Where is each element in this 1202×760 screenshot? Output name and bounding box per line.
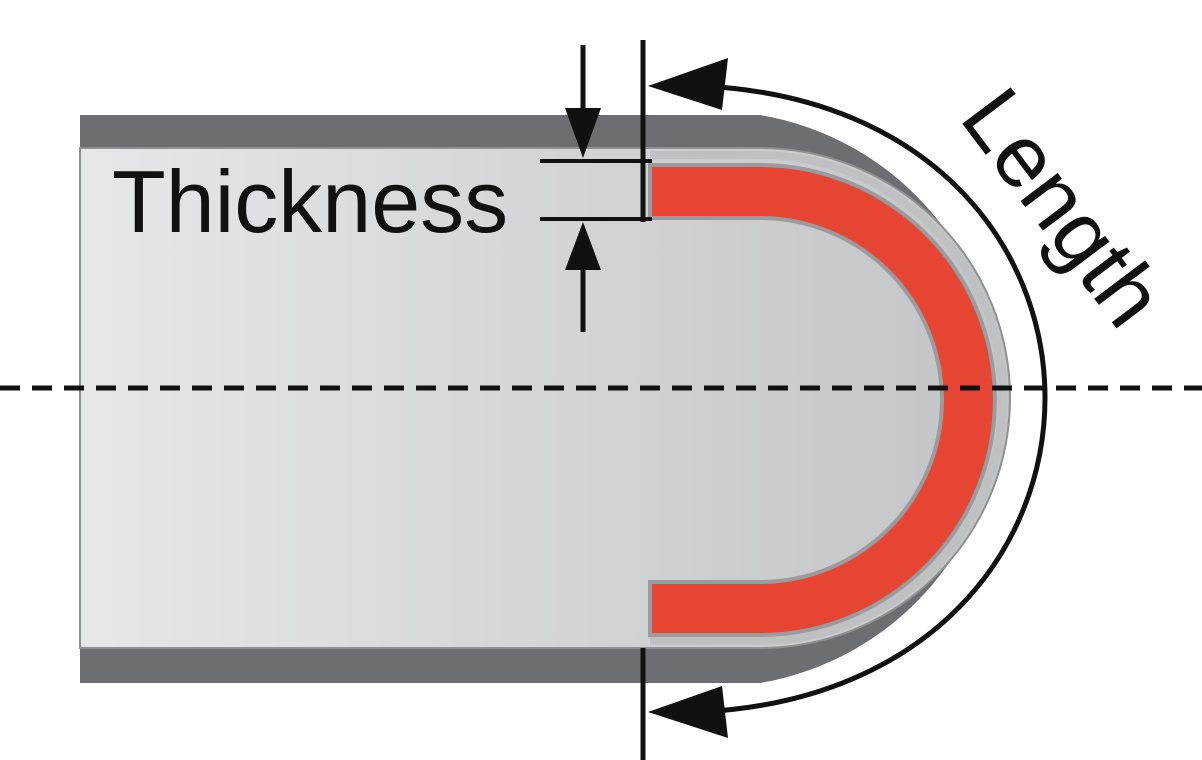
length-arrowhead-bottom: [648, 686, 728, 738]
length-arrowhead-top: [648, 58, 728, 110]
length-arc: [699, 83, 1048, 715]
coating-layer: [648, 163, 997, 637]
thickness-arrow-bottom: [565, 222, 601, 332]
inner-wall-ring: [650, 151, 1007, 645]
thickness-arrow-top: [565, 45, 601, 158]
tube-interior: [79, 147, 1011, 649]
thickness-label: Thickness: [112, 152, 508, 251]
